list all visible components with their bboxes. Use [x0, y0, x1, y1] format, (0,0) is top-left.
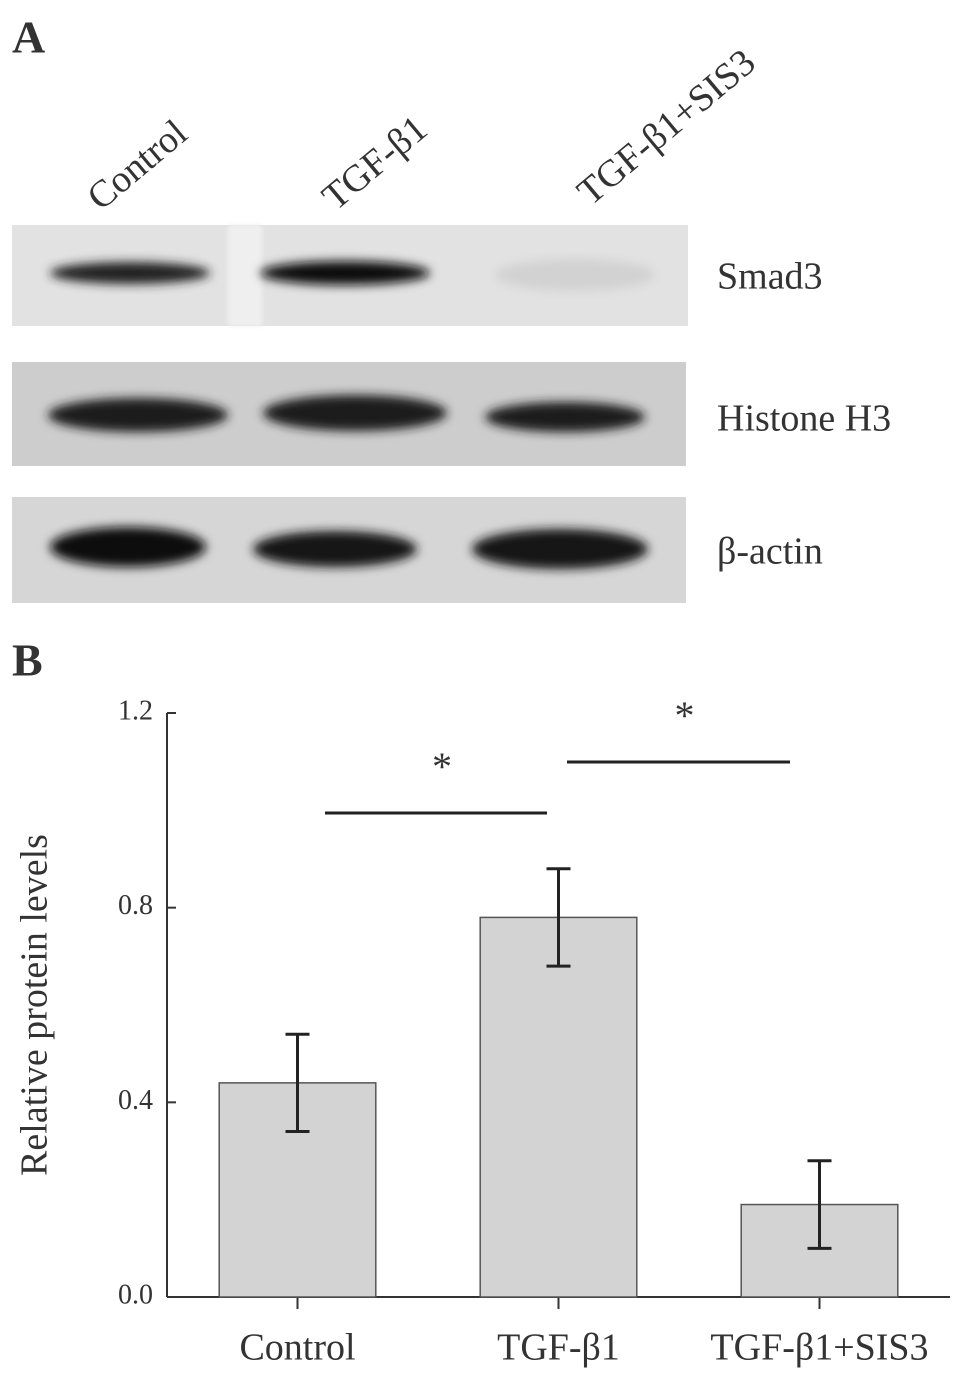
- protein-label: β-actin: [717, 531, 823, 573]
- protein-label: Histone H3: [717, 398, 891, 440]
- lane-label: TGF-β1: [314, 107, 435, 218]
- x-tick-label: TGF-β1: [497, 1327, 620, 1369]
- y-tick-label: 0.0: [118, 1279, 153, 1310]
- y-tick-label: 0.4: [118, 1085, 153, 1116]
- protein-label: Smad3: [717, 256, 823, 298]
- blot-smad3: [12, 225, 688, 326]
- lane-label: Control: [79, 112, 195, 219]
- y-tick-label: 1.2: [118, 695, 153, 726]
- annotation: *: [675, 693, 695, 738]
- error-bar: [807, 1159, 832, 1250]
- blot-histone: [12, 362, 686, 466]
- panel-label: B: [12, 635, 43, 686]
- annotation: *: [432, 744, 452, 789]
- bar: [479, 916, 638, 1298]
- x-tick-label: TGF-β1+SIS3: [710, 1327, 928, 1369]
- y-axis-label: Relative protein levels: [14, 834, 56, 1176]
- error-bar: [285, 1032, 310, 1134]
- x-tick-label: Control: [239, 1327, 355, 1369]
- blot-actin: [12, 497, 686, 603]
- error-bar: [546, 867, 571, 968]
- y-tick-label: 0.8: [118, 890, 153, 921]
- lane-label: TGF-β1+SIS3: [569, 41, 763, 213]
- panel-label: A: [12, 12, 45, 63]
